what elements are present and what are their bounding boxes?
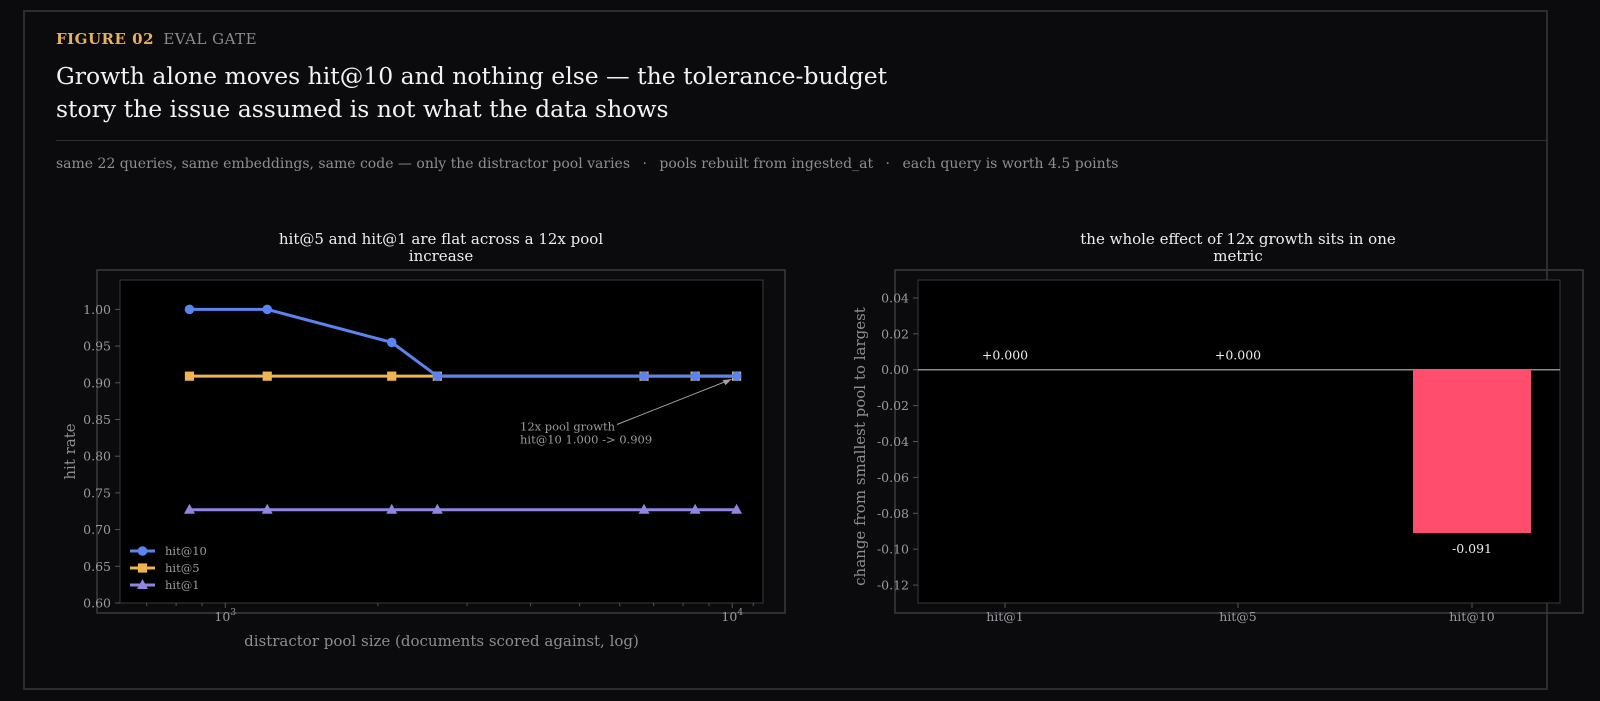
bar-value-label: -0.091: [1452, 541, 1492, 556]
legend-label: hit@10: [165, 544, 207, 558]
point-hit1: [431, 503, 443, 514]
point-hit1: [689, 503, 701, 514]
left-ytick-label: 0.95: [83, 339, 111, 354]
annotation-arrow: [616, 378, 732, 425]
right-chart-title: the whole effect of 12x growth sits in o…: [1080, 230, 1396, 248]
bar-hit10: [1413, 369, 1531, 534]
header-divider: [56, 140, 1546, 141]
right-ytick-label: -0.06: [877, 470, 909, 485]
subline-part-1: same 22 queries, same embeddings, same c…: [56, 156, 631, 172]
right-xtick-label: hit@10: [1449, 609, 1495, 624]
right-ytick-label: 0.00: [881, 362, 909, 377]
legend-marker: [137, 546, 148, 556]
point-hit5: [184, 371, 195, 381]
figure-kicker: FIGURE 02 EVAL GATE: [56, 30, 257, 48]
point-hit1: [386, 503, 398, 514]
point-hit10: [731, 371, 742, 381]
annotation-text: 12x pool growth: [520, 419, 616, 433]
subline-part-3: each query is worth 4.5 points: [902, 156, 1119, 172]
left-xtick-label: 103: [214, 608, 236, 624]
left-x-axis-label: distractor pool size (documents scored a…: [244, 632, 639, 650]
left-chart-frame: [96, 269, 786, 614]
point-hit10: [386, 337, 397, 348]
left-ytick-label: 0.65: [83, 559, 111, 574]
left-ytick-label: 0.80: [83, 449, 111, 464]
point-hit5: [262, 371, 272, 381]
point-hit10: [432, 371, 443, 381]
point-hit1: [731, 503, 743, 514]
subline-part-2: pools rebuilt from ingested_at: [659, 156, 874, 172]
subline: same 22 queries, same embeddings, same c…: [56, 156, 1118, 172]
left-ytick-label: 1.00: [83, 302, 111, 317]
right-ytick-label: -0.02: [877, 398, 909, 413]
annotation-text: hit@10 1.000 -> 0.909: [520, 432, 652, 446]
point-hit5: [387, 371, 397, 381]
left-ytick-label: 0.60: [83, 596, 111, 611]
point-hit1: [638, 503, 650, 514]
left-y-axis-label: hit rate: [61, 423, 79, 479]
headline: Growth alone moves hit@10 and nothing el…: [56, 62, 888, 123]
legend-label: hit@1: [165, 578, 200, 592]
right-ytick-label: 0.02: [881, 326, 909, 341]
point-hit10: [184, 304, 195, 315]
left-ytick-label: 0.90: [83, 375, 111, 390]
point-hit10: [690, 371, 700, 381]
right-chart-frame: [894, 269, 1584, 614]
annotation-arrowhead: [722, 379, 732, 386]
point-hit1: [261, 503, 273, 514]
point-hit10: [639, 371, 649, 381]
left-xtick-label: 104: [721, 608, 743, 624]
right-ytick-label: -0.08: [877, 506, 909, 521]
figure-label: FIGURE 02: [56, 30, 155, 48]
left-plot-area: [119, 279, 764, 604]
right-xtick-label: hit@1: [986, 609, 1024, 624]
right-xtick-label: hit@5: [1219, 609, 1257, 624]
figure-tag: EVAL GATE: [163, 30, 258, 48]
left-ytick-label: 0.85: [83, 412, 111, 427]
bar-value-label: +0.000: [982, 348, 1028, 363]
left-ytick-label: 0.75: [83, 485, 111, 500]
legend-marker: [137, 563, 148, 573]
subline-separator-1: ·: [642, 156, 647, 172]
legend-label: hit@5: [165, 561, 200, 575]
left-ytick-label: 0.70: [83, 522, 111, 537]
point-hit1: [183, 503, 195, 514]
legend-marker: [137, 579, 148, 589]
right-ytick-label: -0.10: [877, 542, 909, 557]
right-ytick-label: 0.04: [881, 290, 909, 305]
right-ytick-label: -0.04: [877, 434, 909, 449]
point-hit10: [262, 304, 273, 315]
right-y-axis-label: change from smallest pool to largest: [851, 307, 869, 586]
left-chart-title: hit@5 and hit@1 are flat across a 12x po…: [279, 230, 603, 248]
right-ytick-label: -0.12: [877, 578, 909, 593]
right-chart-title: metric: [1213, 247, 1263, 265]
left-chart-title: increase: [409, 247, 474, 265]
bar-value-label: +0.000: [1215, 348, 1261, 363]
subline-separator-2: ·: [885, 156, 890, 172]
